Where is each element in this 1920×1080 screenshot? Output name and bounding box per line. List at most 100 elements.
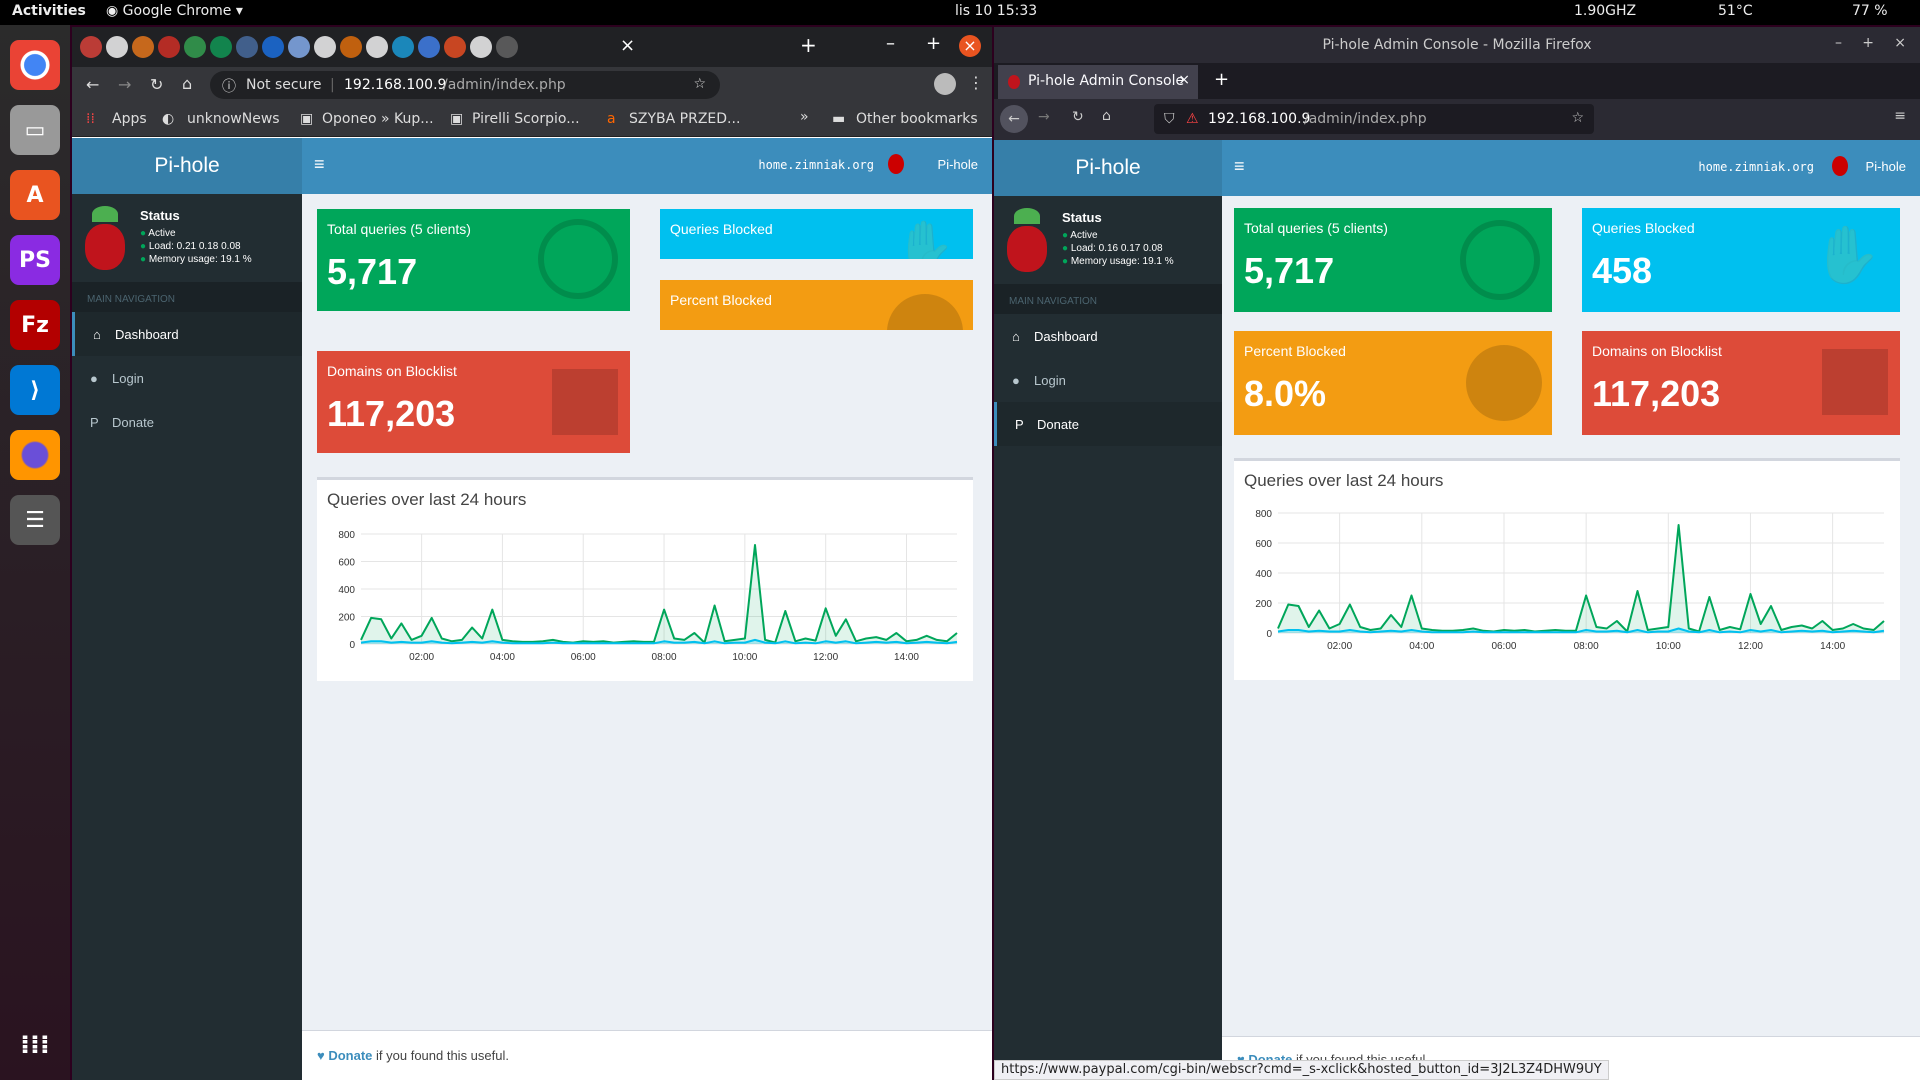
bookmark-apps[interactable]: Apps xyxy=(112,111,147,127)
sidebar-item-login[interactable]: ● Login xyxy=(90,370,144,386)
temperature-indicator[interactable]: 51°C xyxy=(1718,3,1753,19)
y-tick-label: 0 xyxy=(1266,629,1272,640)
tab-favicon[interactable] xyxy=(80,36,102,58)
sidebar-item-login[interactable]: ● Login xyxy=(1012,372,1066,388)
apps-grid-icon[interactable]: ⁞⁞⁞ xyxy=(20,1030,50,1060)
bookmark-pirelli[interactable]: Pirelli Scorpio... xyxy=(472,111,580,127)
tab-favicon[interactable] xyxy=(262,36,284,58)
bookmark-unknownews[interactable]: unknowNews xyxy=(187,111,280,127)
other-bookmarks[interactable]: Other bookmarks xyxy=(856,111,978,127)
close-window-icon[interactable]: × xyxy=(1894,35,1906,51)
window-title: Pi-hole Admin Console - Mozilla Firefox xyxy=(1322,37,1592,53)
tab-favicon[interactable] xyxy=(288,36,310,58)
tab-favicon[interactable] xyxy=(496,36,518,58)
reload-icon[interactable]: ↻ xyxy=(1072,109,1084,125)
user-menu[interactable]: Pi-hole xyxy=(937,157,978,172)
back-icon[interactable]: ← xyxy=(86,75,100,94)
sidebar-item-dashboard[interactable]: ⌂ Dashboard xyxy=(72,312,302,356)
total-queries-box[interactable]: Total queries (5 clients) 5,717 xyxy=(317,209,630,311)
home-icon[interactable]: ⌂ xyxy=(1102,108,1111,124)
files-icon[interactable]: ▭ xyxy=(10,105,60,155)
donate-link[interactable]: Donate xyxy=(328,1048,373,1063)
vscode-icon[interactable]: ⟩ xyxy=(10,365,60,415)
new-tab-button[interactable]: + xyxy=(800,33,817,57)
forward-icon[interactable]: → xyxy=(1038,109,1050,125)
tab-favicon[interactable] xyxy=(470,36,492,58)
close-window-icon[interactable]: × xyxy=(959,35,981,57)
tab-favicon[interactable] xyxy=(106,36,128,58)
percent-blocked-box[interactable]: Percent Blocked xyxy=(660,280,973,330)
pihole-logo[interactable]: Pi-hole xyxy=(72,138,302,194)
user-menu[interactable]: Pi-hole xyxy=(1865,159,1906,174)
sidebar: Status ● Active ● Load: 0.16 0.17 0.08 ●… xyxy=(994,196,1222,1080)
activities-button[interactable]: Activities xyxy=(12,3,86,19)
chrome-icon[interactable] xyxy=(10,40,60,90)
bookmark-icon: a xyxy=(607,111,616,127)
back-icon[interactable]: ← xyxy=(1000,105,1028,133)
tab-favicon[interactable] xyxy=(392,36,414,58)
tab-favicon[interactable] xyxy=(418,36,440,58)
hand-icon: ✋ xyxy=(895,220,955,259)
queries-blocked-box[interactable]: Queries Blocked ✋ xyxy=(660,209,973,259)
bookmark-oponeo[interactable]: Oponeo » Kup... xyxy=(322,111,434,127)
tab-favicon[interactable] xyxy=(236,36,258,58)
app-menu[interactable]: ◉ Google Chrome ▾ xyxy=(106,3,243,19)
profile-avatar[interactable] xyxy=(934,73,956,95)
maximize-icon[interactable]: + xyxy=(1862,35,1874,51)
shield-icon: ⛉ xyxy=(1164,111,1175,127)
minimize-icon[interactable]: – xyxy=(886,33,895,54)
chrome-menu-icon[interactable]: ⋮ xyxy=(968,73,984,92)
tab-favicon[interactable] xyxy=(444,36,466,58)
percent-blocked-box[interactable]: Percent Blocked 8.0% xyxy=(1234,331,1552,435)
tab-favicon[interactable] xyxy=(366,36,388,58)
forward-icon[interactable]: → xyxy=(118,75,132,94)
sidebar-item-donate[interactable]: P Donate xyxy=(90,414,154,430)
tab-favicon[interactable] xyxy=(340,36,362,58)
more-bookmarks-icon[interactable]: » xyxy=(800,109,809,125)
battery-indicator[interactable]: 77 % xyxy=(1852,3,1888,19)
sidebar-item-donate[interactable]: P Donate xyxy=(994,402,1222,446)
bookmark-star-icon[interactable]: ☆ xyxy=(1571,110,1584,126)
sidebar-toggle-icon[interactable]: ≡ xyxy=(1234,156,1245,176)
tab-favicon[interactable] xyxy=(132,36,154,58)
address-bar[interactable]: ⓘ Not secure | 192.168.100.9 /admin/inde… xyxy=(210,71,720,99)
tab-favicon[interactable] xyxy=(314,36,336,58)
address-bar[interactable]: ⛉ ⚠ 192.168.100.9 /admin/index.php ☆ xyxy=(1154,104,1594,134)
x-tick-label: 02:00 xyxy=(409,652,434,663)
filezilla-icon[interactable]: Fz xyxy=(10,300,60,350)
firefox-menu-icon[interactable]: ≡ xyxy=(1894,108,1906,124)
new-tab-button[interactable]: + xyxy=(1214,69,1230,90)
sidebar-toggle-icon[interactable]: ≡ xyxy=(314,154,325,174)
cpu-indicator[interactable]: 1.90GHZ xyxy=(1574,3,1637,19)
tab-favicon[interactable] xyxy=(210,36,232,58)
bookmark-star-icon[interactable]: ☆ xyxy=(693,76,706,92)
queries-blocked-box[interactable]: Queries Blocked 458 ✋ xyxy=(1582,208,1900,312)
pihole-logo[interactable]: Pi-hole xyxy=(994,140,1222,196)
domains-blocklist-box[interactable]: Domains on Blocklist 117,203 xyxy=(317,351,630,453)
phpstorm-icon[interactable]: PS xyxy=(10,235,60,285)
list-icon xyxy=(552,369,618,435)
system-top-bar: Activities ◉ Google Chrome ▾ lis 10 15:3… xyxy=(0,0,1920,25)
reload-icon[interactable]: ↻ xyxy=(150,75,164,94)
total-queries-box[interactable]: Total queries (5 clients) 5,717 xyxy=(1234,208,1552,312)
server-icon[interactable]: ☰ xyxy=(10,495,60,545)
info-icon[interactable]: ⓘ xyxy=(222,79,236,95)
domains-blocklist-box[interactable]: Domains on Blocklist 117,203 xyxy=(1582,331,1900,435)
status-title: Status xyxy=(140,208,180,223)
domains-blocklist-value: 117,203 xyxy=(327,393,456,434)
software-icon[interactable]: A xyxy=(10,170,60,220)
tab-close-icon[interactable]: × xyxy=(620,35,636,56)
home-icon[interactable]: ⌂ xyxy=(182,74,193,93)
clock[interactable]: lis 10 15:33 xyxy=(955,3,1038,19)
tab-close-icon[interactable]: × xyxy=(1178,72,1190,88)
queries-chart-box: Queries over last 24 hours 0 200 400 600 800… xyxy=(317,477,973,681)
tab-pihole[interactable]: Pi-hole Admin Console × xyxy=(998,65,1198,99)
security-label: Not secure xyxy=(246,77,322,93)
minimize-icon[interactable]: – xyxy=(1835,35,1842,51)
bookmark-szyba[interactable]: SZYBA PRZED... xyxy=(629,111,741,127)
firefox-icon[interactable] xyxy=(10,430,60,480)
maximize-icon[interactable]: + xyxy=(926,33,942,54)
tab-favicon[interactable] xyxy=(158,36,180,58)
sidebar-item-dashboard[interactable]: ⌂ Dashboard xyxy=(1012,328,1098,344)
tab-favicon[interactable] xyxy=(184,36,206,58)
